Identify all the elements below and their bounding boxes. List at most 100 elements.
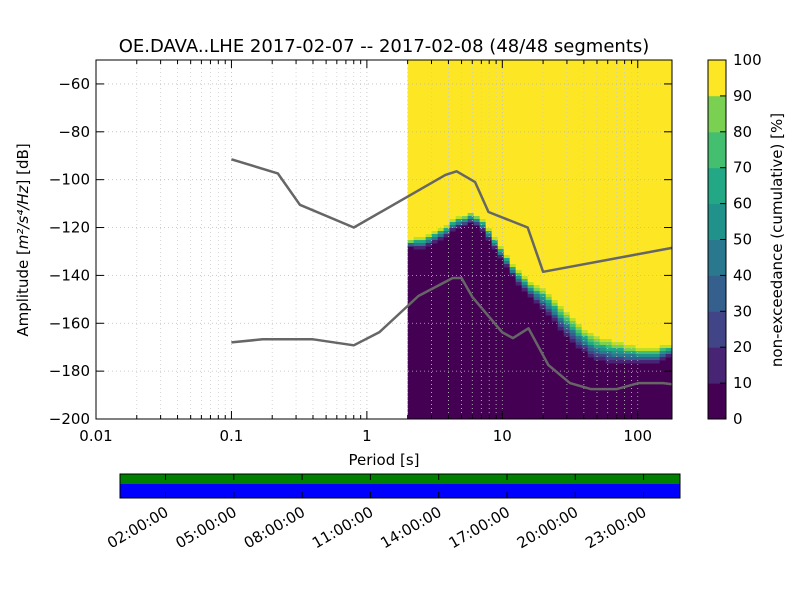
heatmap-cell xyxy=(461,216,469,220)
heatmap-cell-high xyxy=(443,60,451,225)
heatmap-cell-high xyxy=(653,60,661,348)
grid xyxy=(96,60,672,419)
heatmap-cell xyxy=(611,342,619,346)
noise-model-curves xyxy=(231,158,673,391)
heatmap-cell-low xyxy=(425,246,433,419)
heatmap-cell-high xyxy=(623,60,631,345)
heatmap-cell xyxy=(605,354,613,358)
ppsd-heatmap xyxy=(407,60,673,419)
colorbar-tick-label: 90 xyxy=(733,87,752,105)
colorbar-label: non-exceedance (cumulative) [%] xyxy=(768,113,786,367)
heatmap-cell xyxy=(515,273,523,277)
heatmap-cell xyxy=(557,318,565,322)
heatmap-cell xyxy=(665,345,673,349)
heatmap-cell-high xyxy=(599,60,607,339)
heatmap-cell xyxy=(455,219,463,223)
heatmap-cell xyxy=(653,351,661,355)
heatmap-cell xyxy=(611,357,619,361)
heatmap-cell xyxy=(509,267,517,271)
heatmap-cell xyxy=(413,246,421,250)
heatmap-cell-high xyxy=(425,60,433,234)
heatmap-cell xyxy=(479,219,487,223)
heatmap-cell-high xyxy=(611,60,619,342)
heatmap-cell xyxy=(461,219,469,223)
heatmap-cell-low xyxy=(635,363,643,419)
heatmap-cell xyxy=(455,216,463,220)
heatmap-cell xyxy=(665,351,673,355)
heatmap-cell xyxy=(551,303,559,307)
heatmap-cell-low xyxy=(527,297,535,419)
heatmap-cell xyxy=(491,246,499,250)
y-tick-label: −200 xyxy=(49,410,90,428)
heatmap-cell xyxy=(569,336,577,340)
heatmap-cell xyxy=(497,246,505,250)
heatmap-cell xyxy=(467,213,475,217)
heatmap-cell xyxy=(431,231,439,235)
heatmap-cell xyxy=(587,354,595,358)
heatmap-cell xyxy=(581,339,589,343)
heatmap-cell xyxy=(557,327,565,331)
heatmap-cell xyxy=(623,360,631,364)
heatmap-cell-high xyxy=(431,60,439,231)
heatmap-cell xyxy=(611,354,619,358)
heatmap-cell xyxy=(581,333,589,337)
x-tick-label: 100 xyxy=(623,427,652,445)
heatmap-cell xyxy=(497,249,505,253)
heatmap-cell xyxy=(653,357,661,361)
heatmap-cell xyxy=(599,351,607,355)
heatmap-cell xyxy=(593,345,601,349)
heatmap-cell xyxy=(659,345,667,349)
heatmap-cell xyxy=(461,222,469,226)
heatmap-cell xyxy=(515,276,523,280)
heatmap-cell xyxy=(587,345,595,349)
heatmap-cell xyxy=(545,312,553,316)
heatmap-cell-low xyxy=(665,357,673,419)
colorbar-tick-label: 70 xyxy=(733,159,752,177)
heatmap-cell-high xyxy=(557,60,565,306)
x-tick-label: 1 xyxy=(362,427,372,445)
x-tick-label: 0.01 xyxy=(79,427,112,445)
heatmap-cell xyxy=(539,300,547,304)
heatmap-cell xyxy=(551,300,559,304)
data-coverage-bar xyxy=(120,474,680,498)
heatmap-cell xyxy=(443,231,451,235)
heatmap-cell xyxy=(575,330,583,334)
colorbar-tick-label: 10 xyxy=(733,374,752,392)
heatmap-cell xyxy=(611,360,619,364)
x-tick-label: 0.1 xyxy=(220,427,244,445)
heatmap-cell xyxy=(569,318,577,322)
heatmap-cell xyxy=(611,348,619,352)
heatmap-cell-low xyxy=(623,363,631,419)
heatmap-cell xyxy=(635,348,643,352)
chart-title: OE.DAVA..LHE 2017-02-07 -- 2017-02-08 (4… xyxy=(119,36,650,57)
heatmap-cell xyxy=(491,243,499,247)
y-tick-label: −100 xyxy=(49,171,90,189)
heatmap-cell xyxy=(653,348,661,352)
heatmap-cell xyxy=(521,279,529,283)
heatmap-cell xyxy=(575,324,583,328)
heatmap-cell xyxy=(599,354,607,358)
heatmap-cell xyxy=(539,306,547,310)
heatmap-cell-high xyxy=(479,60,487,219)
heatmap-cell xyxy=(443,225,451,229)
heatmap-cell xyxy=(665,348,673,352)
heatmap-cell xyxy=(557,309,565,313)
heatmap-cell xyxy=(569,339,577,343)
heatmap-cell xyxy=(581,345,589,349)
time-tick-label: 17:00:00 xyxy=(446,503,513,552)
colorbar-swatch xyxy=(708,275,726,312)
heatmap-cell-high xyxy=(629,60,637,345)
heatmap-cell xyxy=(485,234,493,238)
heatmap-cell xyxy=(575,327,583,331)
heatmap-cell-low xyxy=(629,363,637,419)
heatmap-cell-low xyxy=(431,243,439,419)
heatmap-cell xyxy=(581,330,589,334)
heatmap-cell xyxy=(533,291,541,295)
heatmap-cell xyxy=(629,351,637,355)
heatmap-cell xyxy=(617,360,625,364)
heatmap-cell xyxy=(509,273,517,277)
heatmap-cell xyxy=(527,294,535,298)
heatmap-cell xyxy=(545,309,553,313)
coverage-segment-strip xyxy=(120,484,680,498)
